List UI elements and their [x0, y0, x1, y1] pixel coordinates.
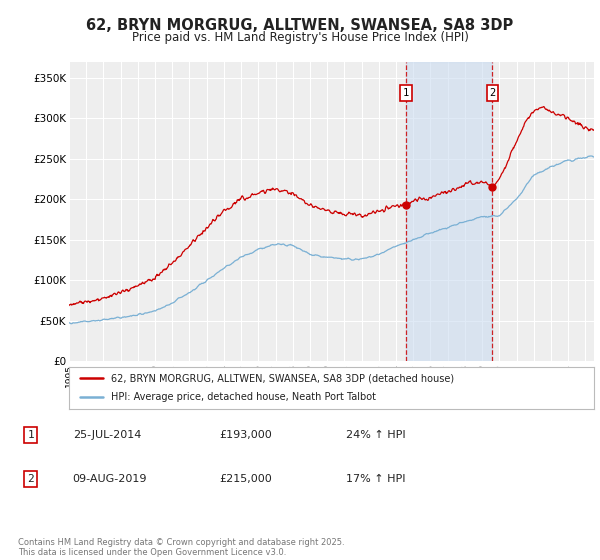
- Text: 62, BRYN MORGRUG, ALLTWEN, SWANSEA, SA8 3DP: 62, BRYN MORGRUG, ALLTWEN, SWANSEA, SA8 …: [86, 18, 514, 33]
- Text: 1: 1: [27, 430, 34, 440]
- Text: 2: 2: [490, 88, 496, 98]
- Text: Price paid vs. HM Land Registry's House Price Index (HPI): Price paid vs. HM Land Registry's House …: [131, 31, 469, 44]
- Text: £215,000: £215,000: [220, 474, 272, 484]
- Text: Contains HM Land Registry data © Crown copyright and database right 2025.
This d: Contains HM Land Registry data © Crown c…: [18, 538, 344, 557]
- Text: £193,000: £193,000: [220, 430, 272, 440]
- Text: 09-AUG-2019: 09-AUG-2019: [73, 474, 147, 484]
- Text: 1: 1: [403, 88, 409, 98]
- Text: 17% ↑ HPI: 17% ↑ HPI: [346, 474, 406, 484]
- Text: 62, BRYN MORGRUG, ALLTWEN, SWANSEA, SA8 3DP (detached house): 62, BRYN MORGRUG, ALLTWEN, SWANSEA, SA8 …: [111, 373, 454, 383]
- Bar: [406, 62, 493, 361]
- Text: 24% ↑ HPI: 24% ↑ HPI: [346, 430, 406, 440]
- Text: 2: 2: [27, 474, 34, 484]
- Text: 25-JUL-2014: 25-JUL-2014: [73, 430, 141, 440]
- Text: HPI: Average price, detached house, Neath Port Talbot: HPI: Average price, detached house, Neat…: [111, 393, 376, 403]
